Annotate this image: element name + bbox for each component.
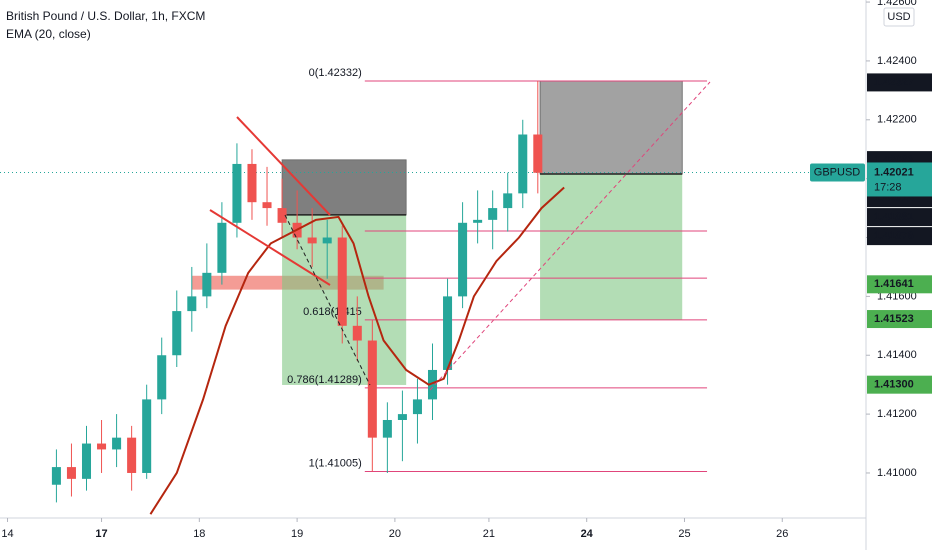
fib-label: 1(1.41005) xyxy=(309,457,362,469)
candle-body xyxy=(112,437,122,450)
indicator-label: EMA (20, close) xyxy=(6,27,91,41)
price-label: 1.41641 xyxy=(874,278,914,290)
candle-body xyxy=(307,237,317,244)
countdown-label: 17:28 xyxy=(874,181,902,193)
y-tick-label: 1.42200 xyxy=(877,114,917,126)
currency-badge[interactable] xyxy=(883,7,915,27)
candle-body xyxy=(427,369,438,400)
candle-body xyxy=(202,272,212,297)
position-risk xyxy=(539,80,683,175)
candle-body xyxy=(157,355,167,400)
x-tick-label: 17 xyxy=(95,528,107,540)
candle-body xyxy=(337,237,347,326)
price-label-bg xyxy=(867,208,932,227)
last-price-bg xyxy=(867,162,932,197)
series xyxy=(51,80,565,515)
candle-body xyxy=(458,222,468,297)
fib-label: 0.786(1.41289) xyxy=(287,374,362,386)
y-tick-label: 1.41000 xyxy=(877,467,917,479)
candle-body xyxy=(232,163,242,223)
candle-body xyxy=(412,399,422,415)
x-tick-label: 25 xyxy=(678,528,690,540)
x-tick-label: 14 xyxy=(1,528,13,540)
candle-body xyxy=(127,437,137,473)
y-tick-label: 1.41200 xyxy=(877,408,917,420)
candle-body xyxy=(503,193,513,209)
candle-body xyxy=(51,467,61,485)
ema-line xyxy=(149,186,565,515)
candle-body xyxy=(187,296,197,312)
position-reward xyxy=(540,173,683,320)
candle-body xyxy=(172,311,182,356)
price-label: 1.42327 xyxy=(874,76,914,88)
wedge-line xyxy=(236,116,331,216)
candle-body xyxy=(382,419,392,438)
candle-body xyxy=(443,296,453,370)
currency-label: USD xyxy=(887,11,910,23)
candle-body xyxy=(352,325,362,341)
symbol-badge: GBPUSD xyxy=(814,166,861,178)
price-label-bg xyxy=(867,310,932,329)
trend-dashed xyxy=(429,81,711,391)
price-label-bg xyxy=(867,375,932,394)
y-tick-label: 1.42600 xyxy=(877,0,917,8)
candle-body xyxy=(247,163,257,203)
position-risk xyxy=(281,159,407,216)
x-tick-label: 21 xyxy=(483,528,495,540)
candle-body xyxy=(518,134,528,194)
fib-label: 0.618(1.415 xyxy=(303,306,362,318)
candle-body xyxy=(533,134,543,173)
x-tick-label: 24 xyxy=(581,528,594,540)
x-tick-label: 20 xyxy=(389,528,401,540)
candle-body xyxy=(66,467,76,479)
path-line xyxy=(284,214,371,386)
x-tick-label: 18 xyxy=(193,528,205,540)
candle-body xyxy=(322,237,332,244)
candle-body xyxy=(488,208,498,220)
chart-title: British Pound / U.S. Dollar, 1h, FXCM xyxy=(6,9,205,23)
drawings-front xyxy=(209,81,711,391)
wedge-line xyxy=(209,209,331,286)
price-label-bg xyxy=(867,227,932,246)
x-tick-label: 26 xyxy=(776,528,788,540)
candle-body xyxy=(277,208,287,223)
candle-body xyxy=(473,219,483,223)
candle-body xyxy=(262,202,272,209)
y-tick-label: 1.41400 xyxy=(877,349,917,361)
last-price-label: 1.42021 xyxy=(874,166,914,178)
price-label-bg xyxy=(867,275,932,294)
candle-body xyxy=(367,340,377,438)
price-label: 1.41300 xyxy=(874,379,914,391)
candle-body xyxy=(397,414,407,420)
price-label: 1.41523 xyxy=(874,313,914,325)
candle-body xyxy=(217,222,227,273)
candle-body xyxy=(97,443,107,450)
y-tick-label: 1.42400 xyxy=(877,55,917,67)
price-label: 1.41876 xyxy=(874,230,914,242)
candle-body xyxy=(81,443,92,479)
x-tick-label: 19 xyxy=(291,528,303,540)
price-label-bg xyxy=(867,73,932,92)
fib-label: 0(1.42332) xyxy=(309,67,362,79)
candle-body xyxy=(142,399,152,473)
symbol-badge-bg xyxy=(810,163,865,182)
price-label: 1.41881 xyxy=(874,211,914,223)
